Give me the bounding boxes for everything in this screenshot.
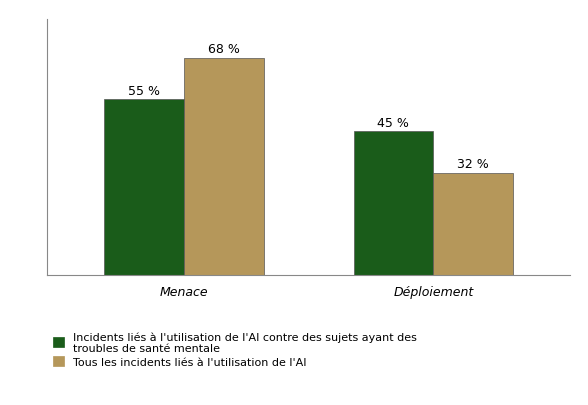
Text: 32 %: 32 %	[457, 158, 489, 171]
Bar	[433, 173, 513, 275]
Text: 55 %: 55 %	[128, 85, 160, 98]
Bar	[104, 100, 184, 275]
Bar	[353, 132, 433, 275]
Text: 68 %: 68 %	[208, 43, 240, 56]
Text: 45 %: 45 %	[377, 116, 409, 129]
Legend: Incidents liés à l'utilisation de l'AI contre des sujets ayant des
troubles de s: Incidents liés à l'utilisation de l'AI c…	[52, 331, 416, 367]
Bar	[184, 58, 264, 275]
